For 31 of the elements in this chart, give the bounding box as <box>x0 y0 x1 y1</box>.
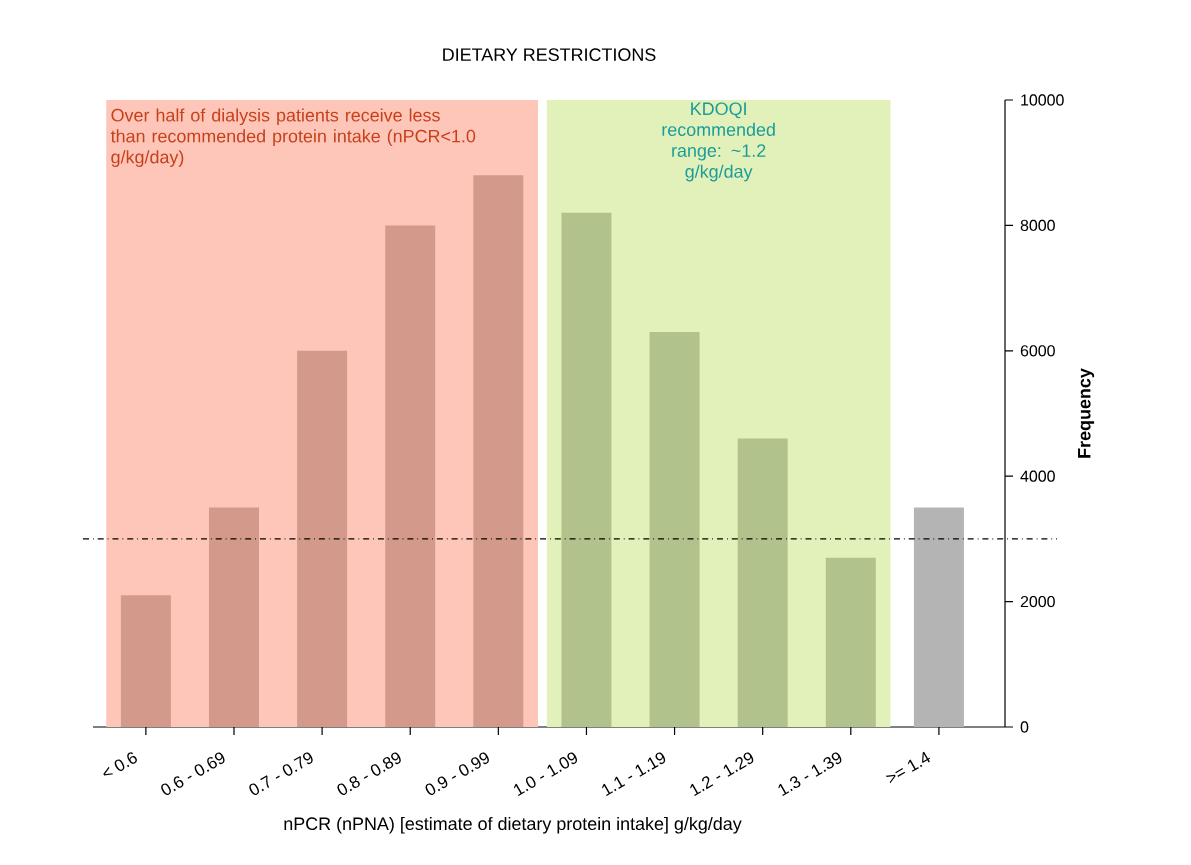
bar <box>561 212 612 727</box>
x-tick-label: 1.3 - 1.39 <box>778 752 842 797</box>
bar <box>649 331 700 727</box>
bar <box>297 350 348 727</box>
x-tick-label: 1.2 - 1.29 <box>690 752 754 797</box>
x-tick-label: 1.0 - 1.09 <box>513 752 578 797</box>
y-tick-label: 10000 <box>1021 94 1064 106</box>
chart-title: DIETARY RESTRICTIONS <box>443 48 656 62</box>
bar <box>120 595 171 727</box>
bar <box>473 175 524 727</box>
x-tick-label: >= 1.4 <box>885 751 931 784</box>
bar <box>825 557 876 727</box>
y-tick-label: 8000 <box>1020 219 1055 232</box>
bar <box>913 507 964 727</box>
x-tick-label: 0.7 - 0.79 <box>249 752 313 795</box>
x-tick-label: 0.6 - 0.69 <box>161 752 225 795</box>
bar <box>385 225 436 727</box>
y-tick-label: 4000 <box>1020 470 1055 482</box>
x-tick-label: 0.8 - 0.89 <box>337 752 401 795</box>
x-tick-label: 1.1 - 1.19 <box>602 752 666 797</box>
bar <box>208 507 259 727</box>
y-tick-label: 0 <box>1020 721 1029 733</box>
y-axis-title: Frequency <box>1078 368 1095 458</box>
band-label: KDOQI recommended range: ~1.2 g/kg/day <box>662 102 775 182</box>
x-tick-label: < 0.6 <box>103 752 137 776</box>
x-tick-label: 0.9 - 0.99 <box>425 752 489 795</box>
y-tick-label: 6000 <box>1020 345 1055 357</box>
band-label: Over half of dialysis patients receive less than recommended protein intake (nPCR<1.0 g/kg/day) <box>110 108 476 167</box>
bar <box>737 438 788 727</box>
x-axis-title: nPCR (nPNA) [estimate of dietary protein intake] g/kg/day <box>284 816 742 834</box>
y-tick-label: 2000 <box>1020 595 1055 608</box>
